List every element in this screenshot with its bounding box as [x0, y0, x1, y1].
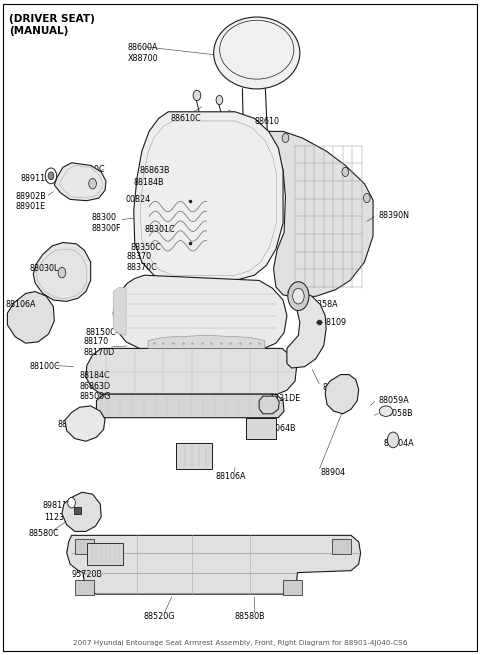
Circle shape — [89, 178, 96, 189]
Polygon shape — [7, 291, 54, 343]
Polygon shape — [325, 375, 359, 414]
Text: 89811: 89811 — [43, 501, 68, 510]
FancyBboxPatch shape — [74, 506, 81, 514]
Circle shape — [288, 282, 309, 310]
FancyBboxPatch shape — [332, 538, 351, 554]
Circle shape — [45, 168, 57, 183]
Text: 88053C: 88053C — [57, 420, 88, 429]
Text: 88902B: 88902B — [15, 193, 46, 201]
FancyBboxPatch shape — [283, 580, 302, 595]
Polygon shape — [86, 348, 297, 394]
Polygon shape — [33, 242, 91, 301]
Text: 88610C: 88610C — [170, 114, 201, 123]
Text: 88370
88370C: 88370 88370C — [126, 252, 157, 272]
FancyBboxPatch shape — [246, 418, 276, 439]
Text: 1231DE: 1231DE — [269, 394, 300, 403]
Text: 88911F: 88911F — [21, 174, 50, 183]
Text: 88390N: 88390N — [379, 210, 410, 219]
Text: 88600A
X88700: 88600A X88700 — [128, 43, 158, 63]
Polygon shape — [134, 112, 283, 280]
Text: 88610: 88610 — [254, 117, 279, 126]
Polygon shape — [259, 396, 279, 414]
Polygon shape — [287, 291, 326, 368]
Text: 88300
88300F: 88300 88300F — [92, 214, 121, 233]
FancyBboxPatch shape — [75, 538, 94, 554]
FancyBboxPatch shape — [176, 443, 212, 470]
Text: 00824: 00824 — [125, 195, 150, 204]
Text: 88109: 88109 — [322, 318, 347, 327]
Text: 88500G: 88500G — [79, 392, 110, 402]
Polygon shape — [65, 406, 105, 441]
Circle shape — [48, 172, 54, 179]
Text: 88010C: 88010C — [75, 165, 106, 174]
Circle shape — [387, 432, 399, 448]
Ellipse shape — [379, 406, 393, 417]
Text: 88301C: 88301C — [144, 225, 175, 234]
Circle shape — [363, 193, 370, 202]
Text: 88184B: 88184B — [134, 178, 164, 187]
Text: 95200: 95200 — [181, 453, 207, 461]
FancyBboxPatch shape — [87, 543, 123, 565]
Polygon shape — [266, 132, 373, 298]
Circle shape — [216, 96, 223, 105]
Ellipse shape — [214, 17, 300, 89]
Text: 88100C: 88100C — [29, 362, 60, 371]
Polygon shape — [67, 535, 360, 594]
Polygon shape — [113, 287, 126, 335]
FancyBboxPatch shape — [75, 580, 94, 595]
Text: 86863B: 86863B — [140, 166, 170, 175]
Circle shape — [68, 497, 75, 508]
Text: 88058B: 88058B — [383, 409, 413, 419]
Circle shape — [282, 134, 289, 143]
Text: 88170
88170D: 88170 88170D — [83, 337, 114, 357]
Text: 88904: 88904 — [321, 468, 346, 477]
Circle shape — [58, 267, 66, 278]
Text: 88106A: 88106A — [215, 472, 246, 481]
Polygon shape — [62, 492, 101, 531]
Polygon shape — [54, 163, 106, 200]
Text: 88010L: 88010L — [323, 383, 352, 392]
Text: 88064B: 88064B — [266, 424, 296, 434]
Text: 88059A: 88059A — [379, 396, 409, 405]
Text: 88580B: 88580B — [234, 612, 265, 621]
Polygon shape — [96, 394, 284, 418]
Polygon shape — [148, 335, 265, 348]
Circle shape — [342, 168, 348, 176]
Circle shape — [193, 90, 201, 101]
Text: 88520G: 88520G — [144, 612, 175, 621]
Text: 88184C: 88184C — [79, 371, 110, 381]
Text: 88904A: 88904A — [384, 440, 414, 448]
Circle shape — [293, 288, 304, 304]
Text: 88150C: 88150C — [86, 328, 117, 337]
Text: (DRIVER SEAT)
(MANUAL): (DRIVER SEAT) (MANUAL) — [9, 14, 95, 36]
Text: 2007 Hyundai Entourage Seat Armrest Assembly, Front, Right Diagram for 88901-4J0: 2007 Hyundai Entourage Seat Armrest Asse… — [73, 641, 407, 646]
Text: 88358A: 88358A — [307, 300, 337, 309]
Text: 95720B: 95720B — [72, 570, 103, 579]
Text: 86863D: 86863D — [79, 382, 110, 391]
Polygon shape — [113, 275, 287, 348]
Text: 11234: 11234 — [44, 513, 69, 521]
Text: 88580C: 88580C — [28, 529, 59, 538]
Text: 88030L: 88030L — [29, 264, 59, 273]
Text: 88106A: 88106A — [5, 300, 36, 309]
Text: 88350C: 88350C — [131, 243, 162, 252]
Text: 88901E: 88901E — [15, 202, 45, 211]
